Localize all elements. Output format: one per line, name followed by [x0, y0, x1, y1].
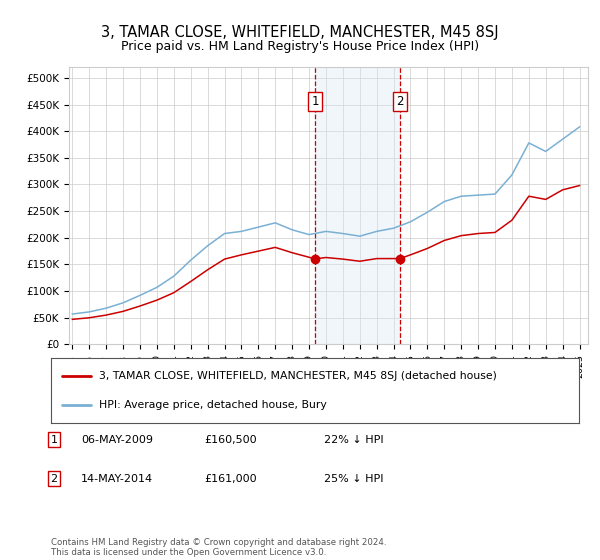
- Text: Contains HM Land Registry data © Crown copyright and database right 2024.
This d: Contains HM Land Registry data © Crown c…: [51, 538, 386, 557]
- Text: Price paid vs. HM Land Registry's House Price Index (HPI): Price paid vs. HM Land Registry's House …: [121, 40, 479, 53]
- Text: £160,500: £160,500: [204, 435, 257, 445]
- Text: 25% ↓ HPI: 25% ↓ HPI: [324, 474, 383, 484]
- Text: 14-MAY-2014: 14-MAY-2014: [81, 474, 153, 484]
- Text: 06-MAY-2009: 06-MAY-2009: [81, 435, 153, 445]
- Text: 1: 1: [311, 95, 319, 108]
- Text: HPI: Average price, detached house, Bury: HPI: Average price, detached house, Bury: [98, 400, 326, 410]
- Text: 22% ↓ HPI: 22% ↓ HPI: [324, 435, 383, 445]
- Text: £161,000: £161,000: [204, 474, 257, 484]
- Text: 2: 2: [50, 474, 58, 484]
- Text: 2: 2: [396, 95, 404, 108]
- Text: 3, TAMAR CLOSE, WHITEFIELD, MANCHESTER, M45 8SJ: 3, TAMAR CLOSE, WHITEFIELD, MANCHESTER, …: [101, 25, 499, 40]
- Text: 3, TAMAR CLOSE, WHITEFIELD, MANCHESTER, M45 8SJ (detached house): 3, TAMAR CLOSE, WHITEFIELD, MANCHESTER, …: [98, 371, 496, 381]
- Bar: [315, 67, 400, 344]
- Text: 1: 1: [50, 435, 58, 445]
